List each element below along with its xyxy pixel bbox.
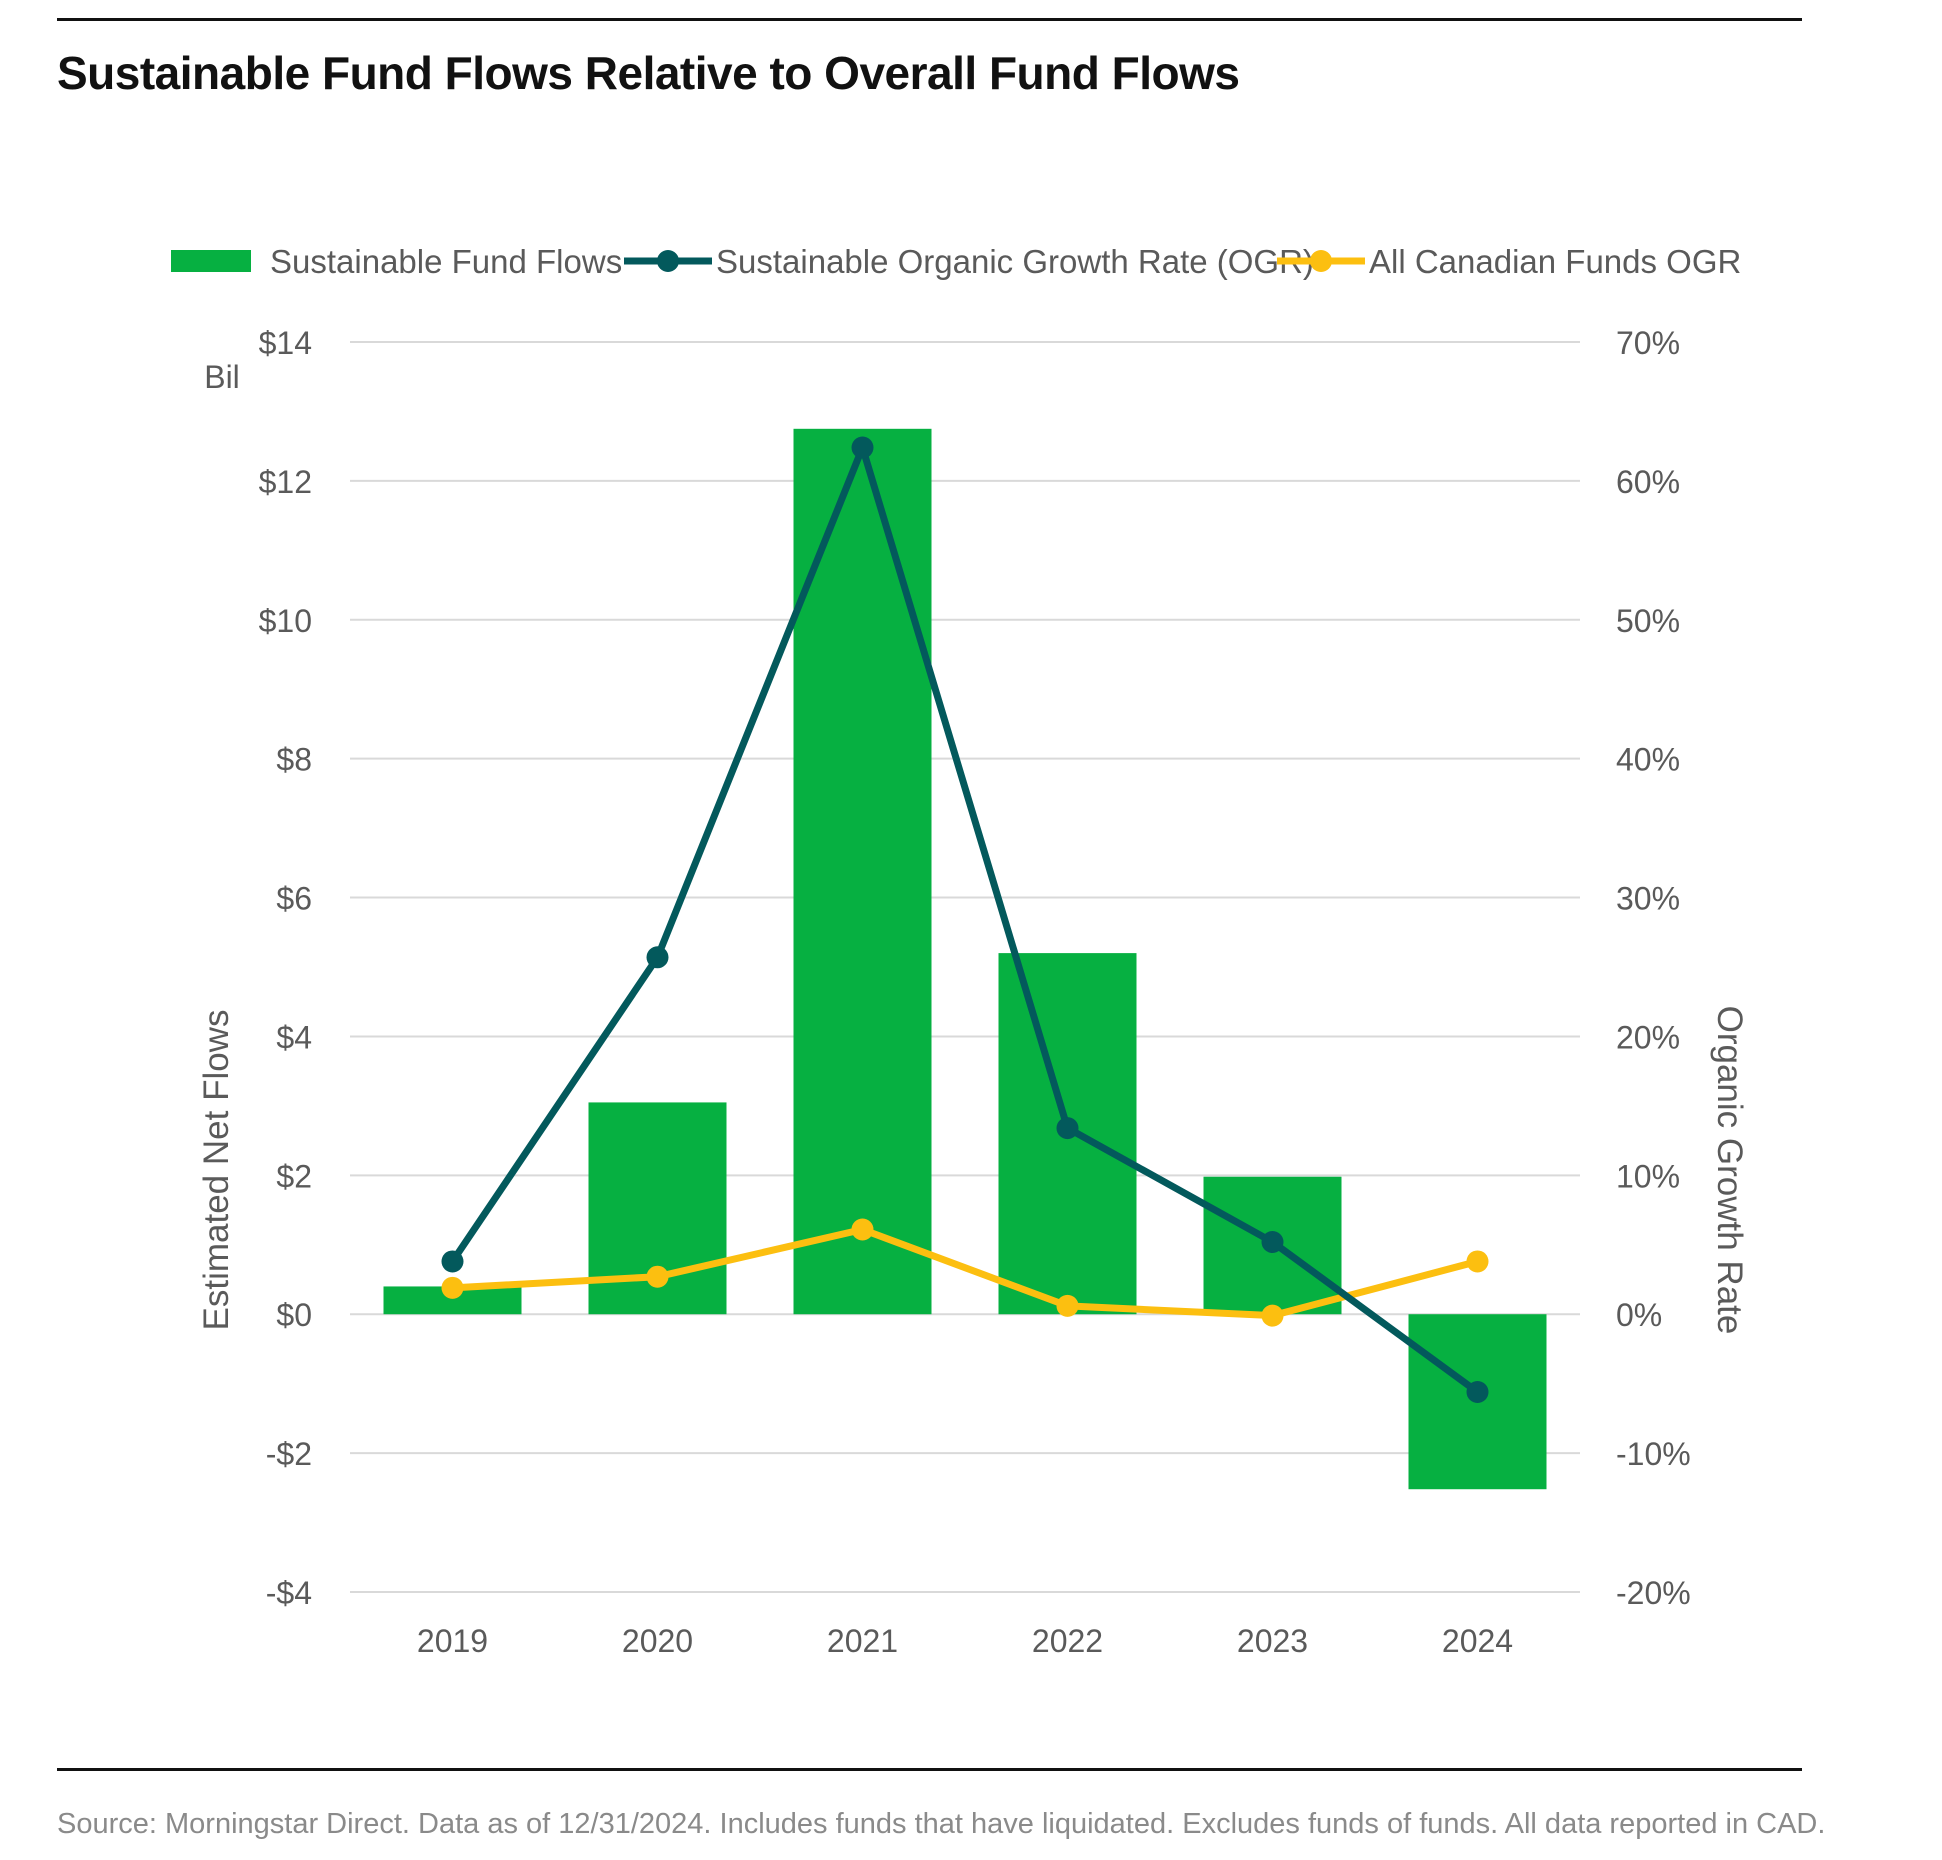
y2-tick-label: 20%	[1616, 1019, 1680, 1055]
x-tick-label: 2021	[827, 1623, 898, 1659]
bars	[383, 428, 1547, 1490]
y2-tick-label: 50%	[1616, 603, 1680, 639]
x-tick-label: 2022	[1032, 1623, 1103, 1659]
all-funds-ogr-point-2019	[441, 1276, 464, 1299]
sustainable-ogr-point-2019	[441, 1250, 464, 1273]
all-funds-ogr-point-2021	[851, 1218, 874, 1241]
x-tick-label: 2020	[622, 1623, 693, 1659]
gridlines	[350, 341, 1580, 1593]
x-tick-label: 2019	[417, 1623, 488, 1659]
legend-label: Sustainable Organic Growth Rate (OGR)	[716, 243, 1314, 280]
legend: Sustainable Fund Flows Sustainable Organi…	[171, 243, 1741, 280]
y-axis-title: Estimated Net Flows	[197, 1010, 236, 1331]
lines	[441, 436, 1489, 1403]
y2-tick-label: 60%	[1616, 464, 1680, 500]
y-tick-label: -$2	[266, 1436, 312, 1472]
legend-bar-swatch	[171, 250, 251, 272]
legend-sustainable-marker	[657, 250, 679, 272]
y2-tick-label: -10%	[1616, 1436, 1691, 1472]
y-tick-label: $12	[259, 464, 312, 500]
y-axis-unit: Bil	[204, 359, 240, 395]
y-tick-label: $14	[259, 325, 312, 361]
legend-all-funds-marker	[1310, 250, 1332, 272]
all-funds-ogr-point-2024	[1466, 1250, 1489, 1273]
x-tick-label: 2024	[1442, 1623, 1513, 1659]
y2-axis-title: Organic Growth Rate	[1710, 1006, 1749, 1335]
axes: -$4 -$2 $0 $2 $4 $6 $8 $10 $12 $14 -20% -10% 0% 10% 20…	[197, 325, 1749, 1659]
sustainable-ogr-point-2022	[1056, 1117, 1079, 1140]
bar-2021	[793, 428, 932, 1315]
y2-tick-label: 30%	[1616, 881, 1680, 917]
y2-tick-label: 10%	[1616, 1158, 1680, 1194]
top-rule	[57, 18, 1802, 21]
y-tick-label: $2	[276, 1158, 312, 1194]
source-note: Source: Morningstar Direct. Data as of 1…	[57, 1808, 1826, 1840]
legend-label: All Canadian Funds OGR	[1369, 243, 1741, 280]
sustainable-ogr-point-2021	[851, 436, 874, 459]
legend-label: Sustainable Fund Flows	[270, 243, 622, 280]
bottom-rule	[57, 1768, 1802, 1771]
all-funds-ogr-point-2020	[646, 1265, 669, 1288]
y-tick-label: $0	[276, 1297, 312, 1333]
y-tick-label: $8	[276, 742, 312, 778]
y2-tick-label: 40%	[1616, 742, 1680, 778]
y2-tick-label: -20%	[1616, 1575, 1691, 1611]
x-tick-label: 2023	[1237, 1623, 1308, 1659]
sustainable-ogr-point-2024	[1466, 1381, 1489, 1403]
all-funds-ogr-point-2023	[1261, 1304, 1284, 1327]
sustainable-ogr-point-2020	[646, 946, 669, 969]
all-funds-ogr-line	[449, 1226, 1481, 1320]
y2-tick-label: 0%	[1616, 1297, 1662, 1333]
sustainable-ogr-point-2023	[1261, 1231, 1284, 1253]
chart-title: Sustainable Fund Flows Relative to Overa…	[57, 47, 1240, 99]
y-tick-label: -$4	[266, 1575, 312, 1611]
all-funds-ogr-point-2022	[1056, 1294, 1079, 1317]
y-tick-label: $6	[276, 881, 312, 917]
y-tick-label: $4	[276, 1019, 312, 1055]
y-tick-label: $10	[259, 603, 312, 639]
y2-tick-label: 70%	[1616, 325, 1680, 361]
sustainable-ogr-line	[449, 444, 1481, 1396]
